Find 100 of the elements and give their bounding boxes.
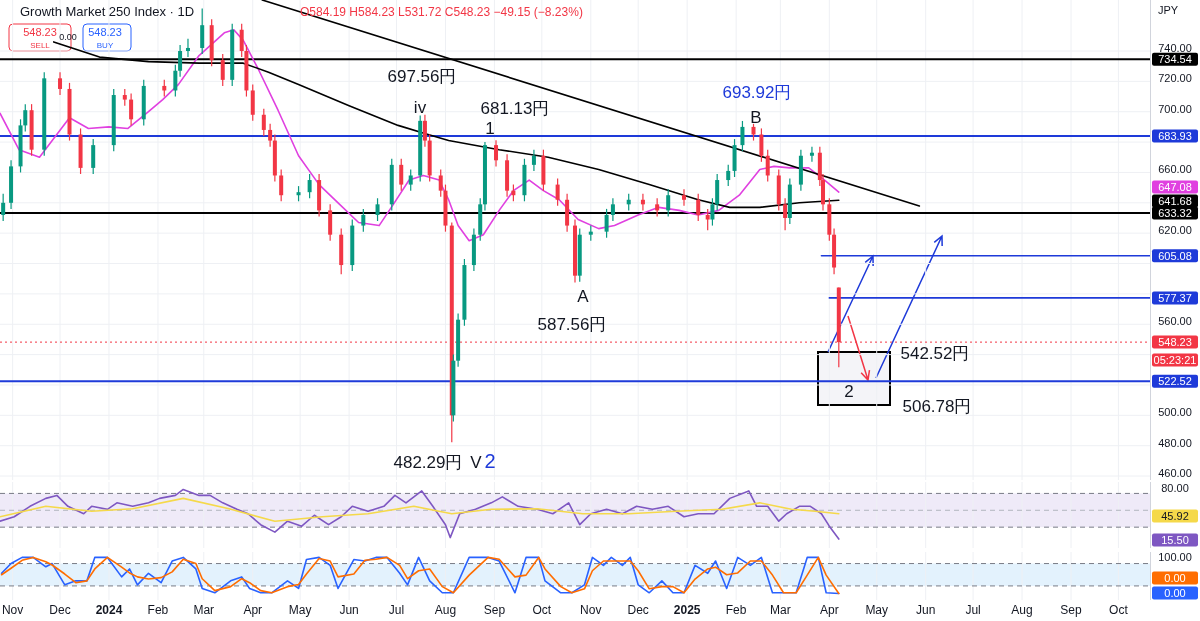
candlestick [399,158,404,192]
candlestick [361,208,366,233]
candlestick [759,127,764,163]
x-tick-label: Mar [193,603,215,617]
candlestick [655,197,660,218]
text: 100.00 [1158,551,1192,563]
y-tick-label: 480.00 [1158,436,1192,449]
candlestick [239,23,244,58]
annotation: B [750,108,762,127]
text: 0.00 [1164,587,1186,599]
candlestick [765,149,770,183]
annotation: 0.00 [59,32,77,42]
x-tick-label: Jun [339,603,359,617]
x-tick-label: Jul [965,603,981,617]
x-tick-label: Feb [725,603,747,617]
candlestick [220,53,225,87]
candlestick [173,64,178,98]
y-tick-label: 720.00 [1158,72,1192,85]
text: 80.00 [1161,482,1189,494]
x-tick-label: Nov [1,603,24,617]
annotation: 542.52円 [900,344,970,363]
x-tick-label: Mar [770,603,791,617]
annotation: 681.13円 [480,99,550,118]
annotation: SELL [30,41,51,50]
data-label: 605.08 [1158,249,1192,262]
candlestick [783,197,788,231]
annotation: A [577,287,590,306]
x-tick-label: May [865,603,889,617]
candlestick [375,197,380,222]
annotation: V [470,453,483,472]
candlestick [604,208,609,239]
x-tick-label: Feb [147,603,169,617]
candlestick [91,138,96,175]
y-tick-label: 660.00 [1158,163,1192,176]
candlestick [178,44,183,78]
chart-subtitle: O584.19 H584.23 L531.72 C548.23 −49.15 (−8.23%) [300,5,583,19]
annotation: BUY [96,41,114,50]
x-tick-label: Apr [819,603,839,617]
candlestick [710,197,715,227]
annotation: iv [413,98,427,117]
candlestick [200,7,205,55]
x-tick-label: Dec [627,603,649,617]
candlestick [726,164,731,187]
candlestick [1,193,6,222]
text: 647.08 [1158,181,1192,193]
annotation: 693.92円 [722,83,792,102]
x-tick-label: 2024 [95,603,123,617]
chart-title: Growth Market 250 Index · 1D [20,4,195,19]
candlestick [809,146,814,163]
candlestick [307,173,312,199]
candlestick [23,103,28,133]
text: 15.50 [1161,534,1189,546]
candlestick [696,193,701,222]
annotation: 548.23 [23,26,57,38]
x-tick-label: Jul [388,603,405,617]
ref-line-label: 633.32 [1158,206,1192,219]
x-tick-label: May [288,603,312,617]
candlestick [531,149,536,172]
ref-line-label: 734.54 [1158,53,1192,66]
x-tick-label: Sep [483,603,506,617]
candlestick [438,168,443,198]
line-series [0,28,840,242]
y-tick-label: 700.00 [1158,102,1192,115]
x-tick-label: Jun [916,603,936,617]
candlestick [610,197,615,222]
annotation: 587.56円 [537,315,607,334]
x-tick-label: Sep [1060,603,1083,617]
candlestick [185,38,190,58]
candlestick [422,114,427,148]
candlestick [740,120,745,152]
candlestick [494,139,499,167]
x-tick-label: Aug [434,603,457,617]
text: 0.00 [1164,572,1186,584]
annotation: 1 [485,119,495,138]
x-tick-label: 2025 [673,603,701,617]
candlestick [58,71,63,96]
candlestick [682,188,686,207]
text: 45.92 [1161,510,1189,522]
annotation: 482.29円 [393,453,463,472]
annotation: 697.56円 [387,67,457,86]
candlestick [261,108,266,137]
x-tick-label: Nov [580,603,602,617]
y-tick-label: 500.00 [1158,406,1192,419]
ref-line-label: 683.93 [1158,130,1192,143]
x-tick-label: Oct [532,603,552,617]
data-label: 577.37 [1158,291,1192,304]
annotation: 548.23 [88,26,122,38]
candlestick [268,123,273,148]
candlestick [555,177,560,207]
y-tick-label: 460.00 [1158,467,1192,480]
text: 641.68 [1158,195,1192,207]
candlestick [705,208,710,231]
x-tick-label: Oct [1109,603,1129,617]
text: 05:23:21 [1153,354,1197,366]
ref-line-label: 522.52 [1158,375,1192,388]
y-tick-label: 740.00 [1158,42,1192,55]
annotation: 2 [484,450,496,472]
candlestick [408,168,413,192]
annotation: 506.78円 [902,397,972,416]
x-tick-label: Dec [49,603,71,617]
